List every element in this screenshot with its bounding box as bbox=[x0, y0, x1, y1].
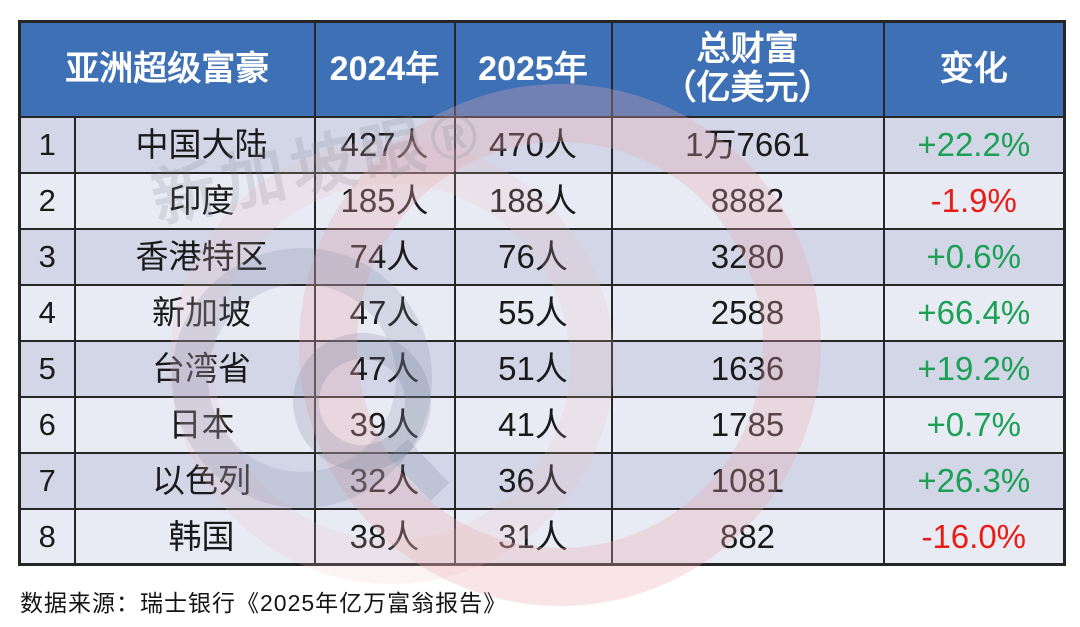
header-wealth-line2: （亿美元） bbox=[662, 69, 833, 108]
header-wealth-line1: 总财富 bbox=[696, 30, 799, 69]
table-row: 1 中国大陆 427人 470人 1万7661 +22.2% bbox=[18, 115, 1066, 174]
count-2025-cell: 76人 bbox=[453, 227, 613, 286]
region-cell: 印度 bbox=[73, 171, 316, 230]
change-value: +0.7% bbox=[926, 406, 1022, 443]
region-cell: 日本 bbox=[73, 395, 316, 454]
change-value: +19.2% bbox=[917, 350, 1031, 387]
change-cell: +0.7% bbox=[882, 395, 1066, 454]
count-2025-cell: 41人 bbox=[453, 395, 613, 454]
count-2024-cell: 427人 bbox=[313, 115, 456, 174]
count-2024-cell: 32人 bbox=[313, 451, 456, 510]
header-row: 亚洲超级富豪 2024年 2025年 总财富 （亿美元） 变化 bbox=[18, 20, 1066, 118]
count-2024-cell: 185人 bbox=[313, 171, 456, 230]
table-row: 2 印度 185人 188人 8882 -1.9% bbox=[18, 171, 1066, 230]
change-value: +0.6% bbox=[926, 238, 1022, 275]
header-cell-group: 亚洲超级富豪 bbox=[18, 20, 316, 118]
count-2024-cell: 47人 bbox=[313, 283, 456, 342]
region-cell: 韩国 bbox=[73, 507, 316, 566]
wealth-cell: 882 bbox=[610, 507, 885, 566]
header-cell-wealth: 总财富 （亿美元） bbox=[610, 20, 885, 118]
wealth-cell: 1081 bbox=[610, 451, 885, 510]
table-row: 7 以色列 32人 36人 1081 +26.3% bbox=[18, 451, 1066, 510]
change-cell: +0.6% bbox=[882, 227, 1066, 286]
change-cell: +66.4% bbox=[882, 283, 1066, 342]
table-row: 4 新加坡 47人 55人 2588 +66.4% bbox=[18, 283, 1066, 342]
rich-list-table: 亚洲超级富豪 2024年 2025年 总财富 （亿美元） 变化 1 中国大陆 4… bbox=[18, 20, 1066, 566]
change-value: +66.4% bbox=[917, 294, 1031, 331]
table-row: 6 日本 39人 41人 1785 +0.7% bbox=[18, 395, 1066, 454]
table-row: 5 台湾省 47人 51人 1636 +19.2% bbox=[18, 339, 1066, 398]
count-2024-cell: 39人 bbox=[313, 395, 456, 454]
change-cell: -1.9% bbox=[882, 171, 1066, 230]
change-value: +22.2% bbox=[917, 126, 1031, 163]
region-cell: 香港特区 bbox=[73, 227, 316, 286]
table-row: 3 香港特区 74人 76人 3280 +0.6% bbox=[18, 227, 1066, 286]
region-cell: 中国大陆 bbox=[73, 115, 316, 174]
change-cell: -16.0% bbox=[882, 507, 1066, 566]
header-cell-2025: 2025年 bbox=[453, 20, 613, 118]
table-row: 8 韩国 38人 31人 882 -16.0% bbox=[18, 507, 1066, 566]
rank-cell: 7 bbox=[18, 451, 76, 510]
wealth-cell: 2588 bbox=[610, 283, 885, 342]
rank-cell: 3 bbox=[18, 227, 76, 286]
wealth-cell: 3280 bbox=[610, 227, 885, 286]
count-2025-cell: 55人 bbox=[453, 283, 613, 342]
change-cell: +19.2% bbox=[882, 339, 1066, 398]
rank-cell: 4 bbox=[18, 283, 76, 342]
rank-cell: 6 bbox=[18, 395, 76, 454]
wealth-cell: 8882 bbox=[610, 171, 885, 230]
change-cell: +26.3% bbox=[882, 451, 1066, 510]
region-cell: 台湾省 bbox=[73, 339, 316, 398]
change-value: -16.0% bbox=[921, 517, 1027, 555]
data-source-note: 数据来源：瑞士银行《2025年亿万富翁报告》 bbox=[20, 590, 508, 616]
count-2024-cell: 74人 bbox=[313, 227, 456, 286]
wealth-cell: 1785 bbox=[610, 395, 885, 454]
header-cell-change: 变化 bbox=[882, 20, 1066, 118]
region-cell: 以色列 bbox=[73, 451, 316, 510]
count-2024-cell: 47人 bbox=[313, 339, 456, 398]
count-2025-cell: 470人 bbox=[453, 115, 613, 174]
change-value: +26.3% bbox=[917, 462, 1031, 499]
rank-cell: 1 bbox=[18, 115, 76, 174]
count-2025-cell: 51人 bbox=[453, 339, 613, 398]
wealth-cell: 1万7661 bbox=[610, 115, 885, 174]
header-cell-2024: 2024年 bbox=[313, 20, 456, 118]
rank-cell: 8 bbox=[18, 507, 76, 566]
wealth-cell: 1636 bbox=[610, 339, 885, 398]
region-cell: 新加坡 bbox=[73, 283, 316, 342]
count-2025-cell: 188人 bbox=[453, 171, 613, 230]
change-value: -1.9% bbox=[930, 182, 1017, 219]
count-2025-cell: 31人 bbox=[453, 507, 613, 566]
count-2025-cell: 36人 bbox=[453, 451, 613, 510]
count-2024-cell: 38人 bbox=[313, 507, 456, 566]
rank-cell: 5 bbox=[18, 339, 76, 398]
change-cell: +22.2% bbox=[882, 115, 1066, 174]
rank-cell: 2 bbox=[18, 171, 76, 230]
